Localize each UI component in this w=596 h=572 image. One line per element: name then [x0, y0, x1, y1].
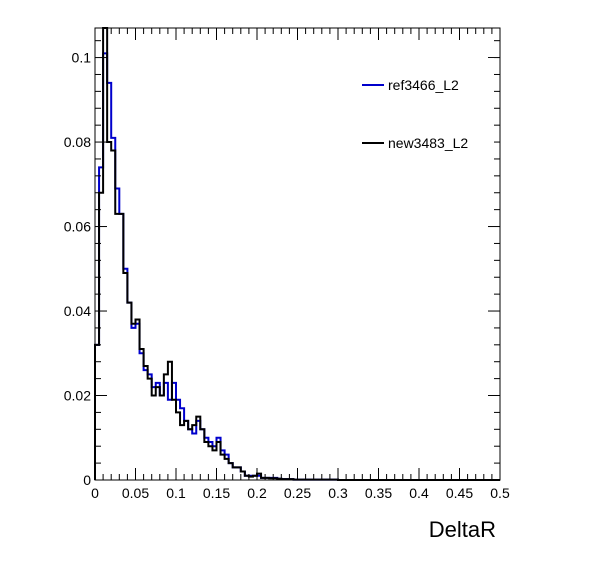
- x-axis-title: DeltaR: [429, 517, 496, 542]
- x-tick-label: 0.1: [166, 485, 186, 501]
- x-tick-label: 0.15: [203, 485, 230, 501]
- x-tick-label: 0.35: [365, 485, 392, 501]
- legend-label-new: new3483_L2: [388, 135, 468, 151]
- legend: ref3466_L2 new3483_L2: [358, 58, 494, 168]
- legend-box: [358, 58, 494, 168]
- y-tick-label: 0.04: [64, 303, 91, 319]
- x-tick-label: 0.4: [409, 485, 429, 501]
- y-tick-label: 0.1: [72, 50, 92, 66]
- x-tick-label: 0.2: [247, 485, 267, 501]
- x-tick-label: 0.05: [122, 485, 149, 501]
- x-tick-label: 0.3: [328, 485, 348, 501]
- legend-label-ref: ref3466_L2: [388, 77, 459, 93]
- ticks-layer: 0 0.05 0.1 0.15 0.2 0.25 0.3 0.35 0.4 0.45 0.5 0 0.0…: [64, 28, 510, 501]
- y-tick-label: 0: [83, 472, 91, 488]
- x-tick-label: 0.45: [446, 485, 473, 501]
- x-tick-label: 0.5: [490, 485, 510, 501]
- y-tick-label: 0.08: [64, 134, 91, 150]
- x-tick-label: 0.25: [284, 485, 311, 501]
- y-tick-label: 0.06: [64, 219, 91, 235]
- y-tick-label: 0.02: [64, 388, 91, 404]
- x-tick-label: 0: [91, 485, 99, 501]
